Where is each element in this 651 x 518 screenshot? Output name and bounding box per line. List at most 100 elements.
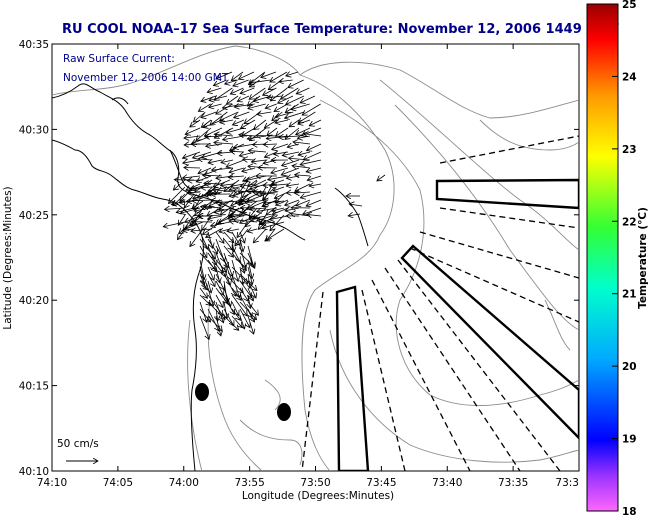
current-vector [265, 228, 285, 241]
current-vector [303, 207, 322, 214]
current-vector [296, 199, 311, 206]
current-vector [215, 231, 224, 243]
current-vector [237, 95, 250, 101]
current-vector [182, 176, 201, 178]
current-vector [216, 308, 218, 321]
radar-coverage-lines [301, 135, 579, 471]
current-vector [248, 273, 250, 288]
current-vector [191, 229, 213, 231]
current-vector [271, 167, 289, 173]
current-vector [231, 71, 244, 81]
current-vector [207, 273, 215, 287]
current-vector [235, 201, 249, 203]
current-vector [203, 119, 223, 127]
current-vector [207, 238, 218, 254]
current-vector [199, 287, 207, 298]
current-vector [278, 95, 294, 103]
current-vector [275, 120, 289, 123]
area-outlines [335, 178, 579, 471]
current-vector [270, 71, 288, 82]
current-vector [248, 294, 250, 308]
current-vector [271, 179, 285, 184]
colorbar-ticks: 25 24 23 22 21 20 19 18 [612, 0, 637, 518]
current-vector [214, 142, 234, 144]
current-vector [304, 134, 322, 136]
current-vector [190, 228, 204, 246]
current-vector [272, 143, 289, 150]
current-vector [296, 87, 310, 94]
current-vector [279, 80, 293, 82]
current-vector [223, 252, 233, 277]
current-vector [163, 221, 186, 227]
current-vector [224, 301, 227, 319]
current-vector [231, 273, 240, 298]
current-vector [223, 308, 234, 326]
current-vector [242, 186, 249, 198]
current-vector [210, 111, 228, 125]
current-vector [240, 238, 243, 252]
current-vector [272, 208, 285, 211]
current-vector [165, 208, 186, 209]
current-vector [207, 294, 223, 316]
current-vector [190, 119, 201, 127]
current-vector [261, 186, 267, 196]
current-vector [231, 294, 247, 316]
y-axis: 40:35 40:30 40:25 40:20 40:15 40:10 [19, 39, 579, 478]
colorbar-tick-label: 25 [622, 0, 637, 11]
current-vector [245, 214, 258, 227]
current-vector [207, 87, 222, 92]
current-vector [226, 95, 239, 104]
current-vector [285, 199, 300, 205]
current-vector [216, 71, 233, 79]
current-vector [249, 207, 258, 218]
current-vector [307, 214, 322, 216]
current-vector [270, 214, 285, 231]
current-vector [207, 259, 216, 272]
y-tick-label: 40:15 [19, 381, 49, 393]
current-vector [215, 245, 228, 268]
current-vector [261, 71, 277, 77]
current-vector [269, 215, 289, 220]
current-vector [302, 103, 321, 115]
current-vector [303, 151, 322, 160]
current-vector [199, 259, 204, 280]
current-vector [247, 280, 256, 298]
current-vector [247, 308, 254, 322]
current-vector [282, 159, 300, 166]
x-tick-label: 74:10 [37, 477, 67, 489]
current-vector [233, 79, 249, 86]
current-vector [300, 159, 322, 165]
current-vector [275, 127, 289, 136]
current-vector [294, 192, 311, 193]
current-vector [184, 136, 201, 138]
current-vector [208, 160, 223, 163]
current-vector [176, 207, 195, 212]
current-vector [239, 259, 245, 273]
bathymetry-contours [52, 45, 579, 471]
current-vector [199, 266, 205, 284]
current-vector [266, 136, 289, 139]
current-vector [247, 259, 252, 279]
current-vector [253, 228, 267, 243]
current-vector [207, 266, 214, 280]
current-vector [208, 280, 211, 293]
current-vector [348, 214, 361, 216]
current-vector [247, 301, 258, 315]
current-vector [199, 231, 208, 249]
current-vector [215, 294, 223, 308]
current-vector [282, 152, 300, 156]
current-vector [202, 214, 213, 230]
current-vector [233, 220, 258, 222]
current-vector [286, 72, 299, 76]
current-vector [240, 119, 256, 129]
current-vector [223, 273, 236, 296]
current-vector [300, 191, 322, 198]
current-vector [288, 79, 304, 88]
current-vector [265, 103, 277, 108]
current-vector [231, 245, 240, 262]
current-vector [377, 174, 386, 181]
current-vector [249, 80, 271, 83]
current-vector [289, 158, 311, 160]
y-axis-label: Latitude (Degrees:Minutes) [2, 186, 14, 329]
current-vector [240, 87, 255, 94]
